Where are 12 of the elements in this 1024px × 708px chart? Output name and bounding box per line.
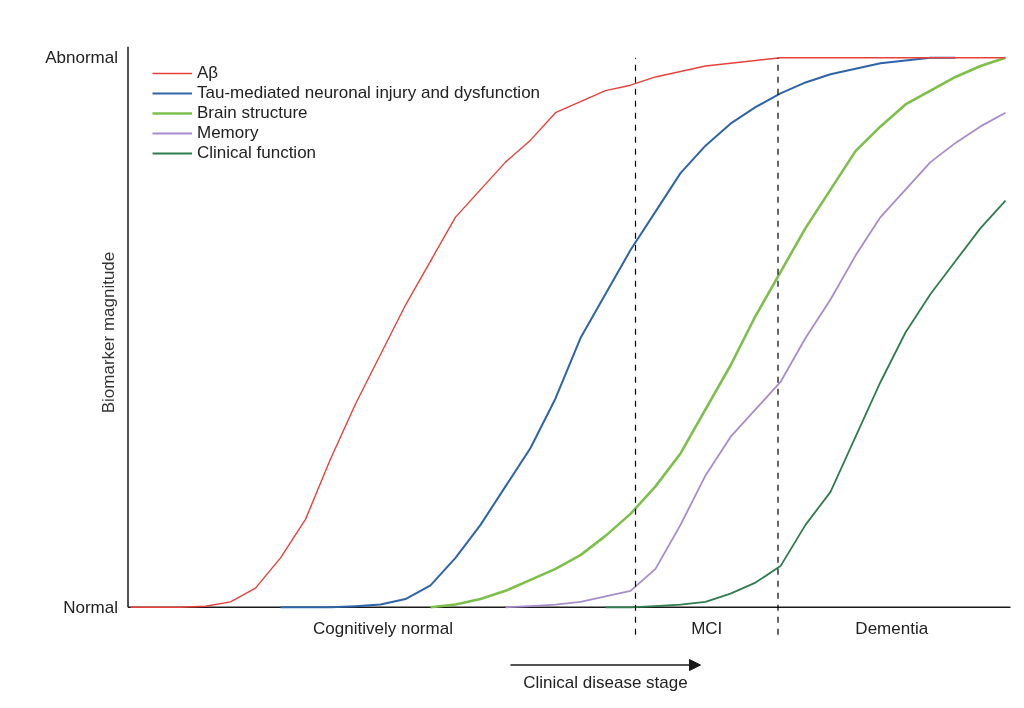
legend-label: Tau-mediated neuronal injury and dysfunction (197, 83, 541, 103)
text: Normal (63, 597, 119, 617)
y-axis-title: Biomarker magnitude (99, 251, 118, 414)
legend-label: Clinical function (197, 143, 317, 163)
legend-label: Aβ (197, 63, 219, 83)
legend-label: Memory (197, 123, 259, 143)
text: Clinical disease stage (523, 673, 688, 693)
legend-label: Brain structure (197, 103, 308, 123)
text: Cognitively normal (313, 619, 453, 639)
text: Dementia (855, 619, 929, 639)
text: Abnormal (45, 48, 119, 68)
text: MCI (691, 619, 723, 639)
